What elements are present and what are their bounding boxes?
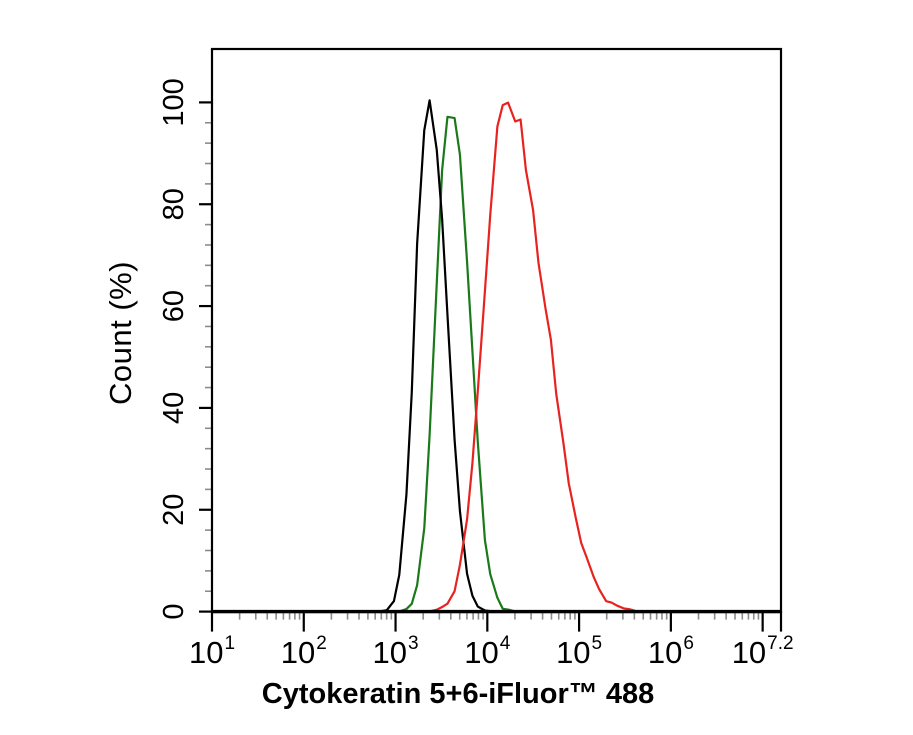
- svg-text:101: 101: [189, 633, 235, 670]
- svg-text:105: 105: [556, 633, 602, 670]
- svg-text:Cytokeratin 5+6-iFluor™ 488: Cytokeratin 5+6-iFluor™ 488: [262, 678, 654, 710]
- svg-text:80: 80: [158, 188, 190, 220]
- svg-text:103: 103: [373, 633, 419, 670]
- svg-text:0: 0: [158, 604, 190, 620]
- svg-text:102: 102: [281, 633, 327, 670]
- svg-text:40: 40: [158, 392, 190, 424]
- svg-text:104: 104: [464, 633, 510, 670]
- svg-text:20: 20: [158, 494, 190, 526]
- svg-text:100: 100: [158, 78, 190, 126]
- svg-text:Count (%): Count (%): [103, 261, 138, 405]
- svg-text:60: 60: [158, 290, 190, 322]
- svg-text:106: 106: [648, 633, 694, 670]
- svg-text:107.2: 107.2: [732, 633, 794, 670]
